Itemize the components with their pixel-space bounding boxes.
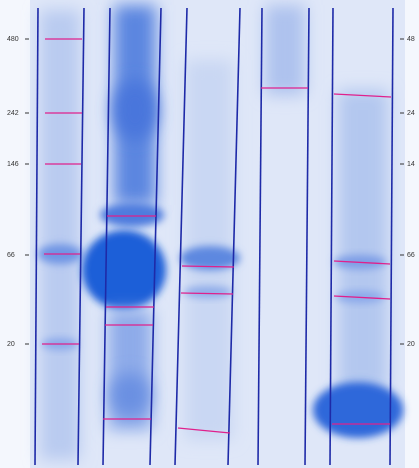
marker-label-left: 20 — [7, 341, 15, 348]
marker-labels: 480 242 146 66 20 48 24 14 66 20 — [7, 36, 415, 348]
marker-label-left: 146 — [7, 161, 19, 168]
marker-label-right: 24 — [407, 110, 415, 117]
stains — [38, 5, 403, 460]
lane-lines — [34, 7, 394, 466]
band-markers — [42, 38, 392, 434]
marker-label-left: 66 — [7, 252, 15, 259]
marker-label-right: 48 — [407, 36, 415, 43]
marker-label-left: 242 — [7, 110, 19, 117]
marker-label-right: 20 — [407, 341, 415, 348]
marker-label-right: 66 — [407, 252, 415, 259]
marker-label-left: 480 — [7, 36, 19, 43]
marker-label-right: 14 — [407, 161, 415, 168]
